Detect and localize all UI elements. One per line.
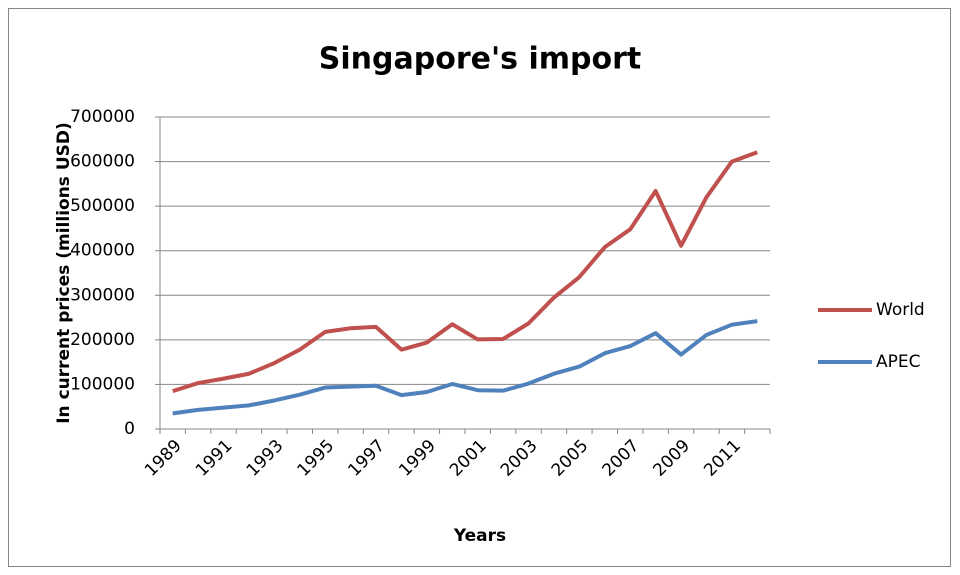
chart-border	[8, 8, 951, 567]
legend-label: APEC	[876, 352, 921, 372]
y-tick-label: 500000	[70, 196, 135, 216]
line-series	[172, 150, 758, 394]
y-tick-label: 700000	[70, 107, 135, 127]
line-series	[172, 319, 758, 416]
x-axis-title: Years	[453, 526, 506, 546]
y-tick-label: 300000	[70, 285, 135, 305]
y-tick-label: 600000	[70, 152, 135, 172]
y-tick-label: 100000	[70, 374, 135, 394]
y-tick-label: 0	[124, 419, 135, 439]
y-tick-label: 200000	[70, 330, 135, 350]
chart-title: Singapore's import	[319, 42, 641, 77]
legend-label: World	[876, 300, 925, 320]
y-tick-label: 400000	[70, 241, 135, 261]
y-axis-title: In current prices (millions USD)	[54, 122, 74, 424]
